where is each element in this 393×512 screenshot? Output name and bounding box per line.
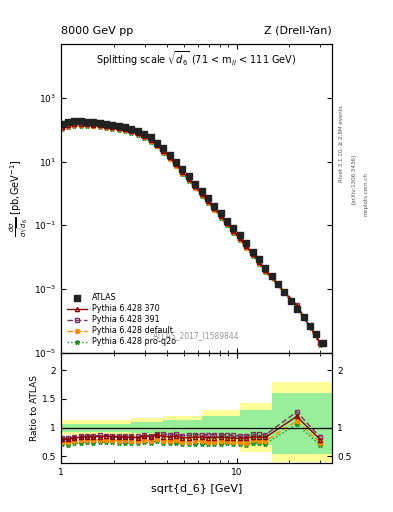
Point [179,165,185,173]
Point [116,121,122,130]
Point [268,272,275,280]
Point [185,173,192,181]
Point [84,118,90,126]
Point [167,151,173,159]
Point [307,322,313,330]
Point [230,224,237,232]
Point [237,231,243,240]
Point [256,255,262,264]
Point [300,313,307,322]
Point [288,296,294,305]
Point [313,330,320,338]
Point [160,144,167,153]
Point [154,139,160,147]
Point [294,305,300,313]
Point [78,117,84,125]
Point [198,187,205,195]
Point [135,126,141,135]
Point [243,239,249,247]
Point [90,118,97,126]
Point [71,117,77,125]
Point [128,124,134,133]
Text: mcplots.cern.ch: mcplots.cern.ch [363,173,368,217]
Point [275,280,281,288]
Point [205,194,211,202]
Point [122,123,128,131]
Point [173,158,179,166]
Point [96,119,103,127]
Point [147,133,154,141]
Point [224,217,230,225]
Text: Splitting scale $\sqrt{d_6}$ (71 < m$_{ll}$ < 111 GeV): Splitting scale $\sqrt{d_6}$ (71 < m$_{l… [96,50,297,69]
Text: 8000 GeV pp: 8000 GeV pp [61,26,133,36]
Point [59,120,66,128]
Point [109,120,116,129]
Text: ATLAS_2017_I1589844: ATLAS_2017_I1589844 [153,331,240,340]
Point [281,288,288,296]
Text: [arXiv:1306.3436]: [arXiv:1306.3436] [351,154,356,204]
Y-axis label: $\frac{d\sigma}{d\sqrt{d_6}}$ [pb,GeV$^{-1}$]: $\frac{d\sigma}{d\sqrt{d_6}}$ [pb,GeV$^{… [8,159,31,237]
X-axis label: sqrt{d_6} [GeV]: sqrt{d_6} [GeV] [151,483,242,494]
Text: Z (Drell-Yan): Z (Drell-Yan) [264,26,332,36]
Point [192,180,198,188]
Point [211,202,217,210]
Point [217,209,224,217]
Legend: ATLAS, Pythia 6.428 370, Pythia 6.428 391, Pythia 6.428 default, Pythia 6.428 pr: ATLAS, Pythia 6.428 370, Pythia 6.428 39… [65,291,178,349]
Point [262,264,268,272]
Y-axis label: Ratio to ATLAS: Ratio to ATLAS [30,375,39,441]
Text: Rivet 3.1.10, ≥ 2.8M events: Rivet 3.1.10, ≥ 2.8M events [339,105,344,182]
Point [320,339,326,347]
Point [141,130,147,138]
Point [250,247,256,255]
Point [103,120,109,128]
Point [65,118,71,126]
